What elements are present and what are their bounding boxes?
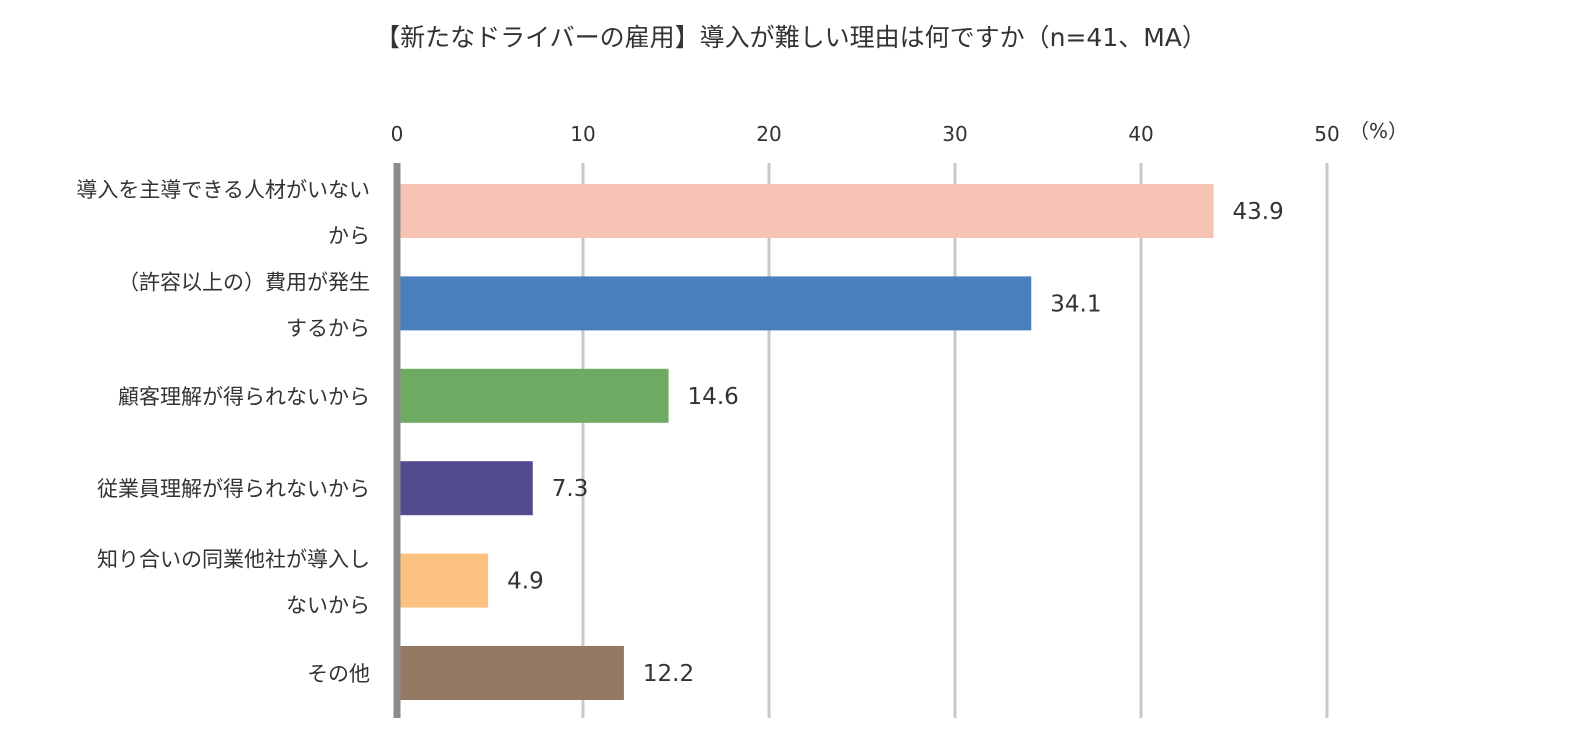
value-label: 4.9 — [507, 569, 544, 595]
value-labels: 43.9 34.1 14.6 7.3 4.9 12.2 — [507, 199, 1284, 687]
bars — [397, 184, 1214, 700]
category-label: 顧客理解が得られないから — [118, 385, 370, 409]
bar — [397, 461, 533, 516]
category-label: 従業員理解が得られないから — [97, 477, 370, 501]
bar — [397, 646, 624, 700]
x-tick-label: 30 — [942, 122, 967, 146]
value-label: 43.9 — [1233, 199, 1284, 225]
x-tick-label: 0 — [391, 122, 404, 146]
x-tick-label: 10 — [570, 122, 595, 146]
tick-labels: 0 10 20 30 40 50 （%） — [391, 119, 1408, 146]
bar — [397, 368, 669, 423]
x-tick-label: 20 — [756, 122, 781, 146]
bar — [397, 553, 489, 608]
value-label: 7.3 — [552, 476, 589, 502]
category-label: するから — [286, 316, 370, 340]
category-label: （許容以上の）費用が発生 — [118, 270, 370, 294]
category-label: その他 — [307, 662, 370, 686]
value-label: 34.1 — [1050, 291, 1101, 317]
x-unit-label: （%） — [1349, 119, 1408, 143]
bar — [397, 184, 1214, 238]
chart-title: 【新たなドライバーの雇用】導入が難しい理由は何ですか（n=41、MA） — [375, 23, 1207, 52]
x-tick-label: 50 — [1314, 122, 1339, 146]
grid-lines — [581, 163, 1329, 718]
value-label: 14.6 — [688, 384, 739, 410]
bar — [397, 276, 1032, 331]
category-label: から — [328, 224, 370, 248]
category-label: 導入を主導できる人材がいない — [76, 178, 370, 202]
x-tick-label: 40 — [1128, 122, 1153, 146]
value-label: 12.2 — [643, 661, 694, 687]
category-label: ないから — [286, 594, 370, 618]
category-label: 知り合いの同業他社が導入し — [97, 548, 370, 572]
